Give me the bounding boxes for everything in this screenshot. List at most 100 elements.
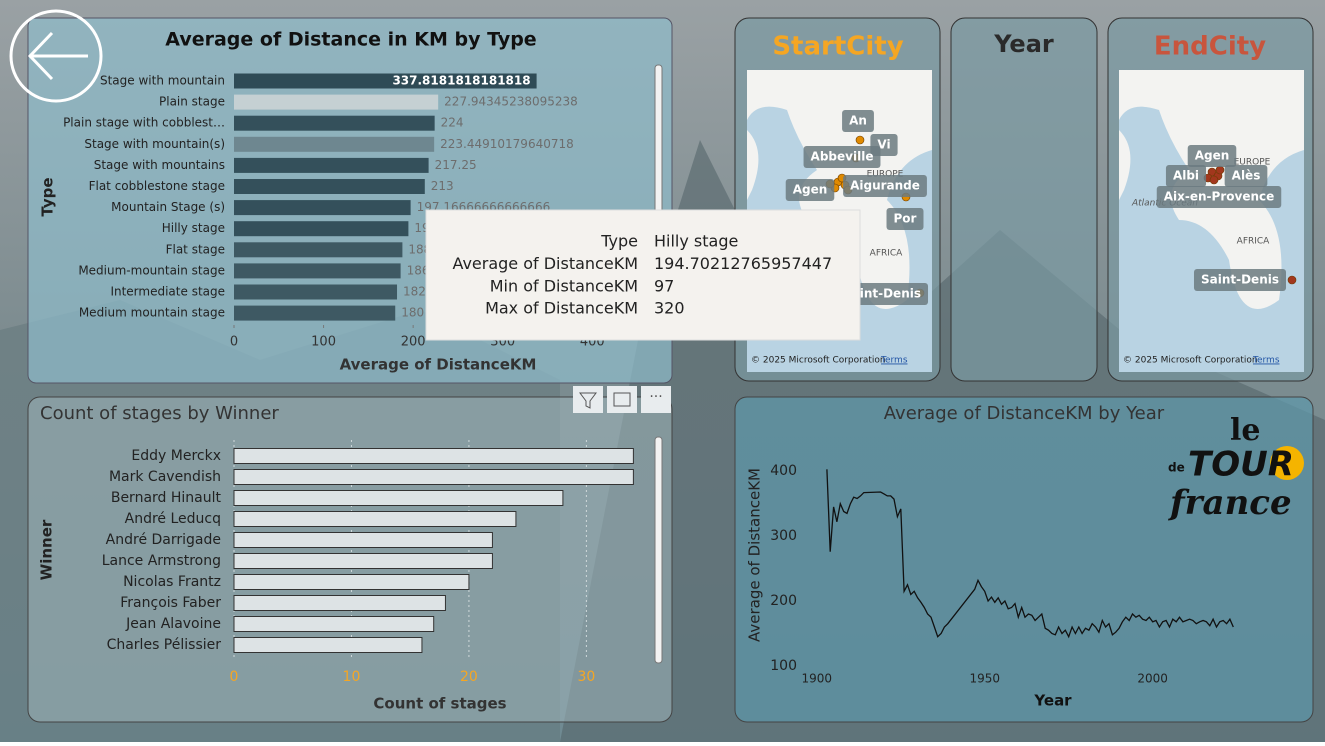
filter-icon[interactable] — [573, 386, 603, 413]
map-region: EUROPE — [867, 170, 904, 180]
map-label-bg — [1187, 145, 1237, 167]
data-label: 227.94345238095238 — [444, 95, 578, 109]
tooltip-label: Max of DistanceKM — [485, 299, 638, 318]
map-label-bg — [842, 110, 874, 132]
bar — [234, 200, 411, 216]
more-icon[interactable] — [641, 386, 671, 413]
x-tick-label: 20 — [460, 669, 478, 685]
svg-text:···: ··· — [649, 389, 662, 405]
category-label: Charles Pélissier — [107, 637, 222, 653]
map-label: Abbeville — [811, 150, 874, 164]
map-label-bg — [843, 175, 927, 197]
chart-title: Average of DistanceKM by Year — [884, 403, 1165, 424]
slicer-title: Year — [993, 30, 1054, 58]
map-label-bg — [886, 208, 924, 230]
line — [826, 469, 1234, 639]
tooltip-value: 320 — [654, 299, 685, 318]
bar — [233, 448, 634, 464]
map-point — [1209, 175, 1219, 185]
map-region: AFRICA — [1237, 237, 1271, 247]
back-button[interactable] — [9, 9, 103, 103]
map-title: EndCity — [1154, 32, 1266, 62]
bar — [234, 242, 403, 258]
data-label: 223.44910179640718 — [440, 137, 574, 151]
map-label: Vi — [877, 138, 890, 152]
bar — [234, 284, 398, 300]
category-label: Lance Armstrong — [102, 553, 221, 569]
x-tick-label: 0 — [230, 335, 238, 350]
tooltip-label: Average of DistanceKM — [452, 254, 638, 273]
bar — [233, 490, 564, 506]
bar — [233, 616, 435, 632]
map-title: StartCity — [772, 32, 903, 62]
map-label: Agen — [1195, 149, 1230, 163]
category-label: Plain stage — [159, 95, 225, 109]
tooltip-box — [425, 209, 861, 341]
map-land — [1119, 130, 1131, 200]
x-tick-label: 30 — [577, 669, 595, 685]
bar — [234, 179, 425, 194]
y-tick-label: 400 — [770, 463, 797, 479]
map-terms[interactable]: Terms — [1252, 356, 1280, 366]
scrollbar[interactable] — [654, 436, 663, 664]
map-copyright: © 2025 Microsoft Corporation — [751, 356, 886, 366]
map-label-bg — [1156, 186, 1282, 208]
bar — [234, 136, 435, 152]
x-tick-label: 0 — [230, 669, 239, 685]
data-label: 180 — [401, 306, 424, 320]
visual-header: ··· — [573, 386, 671, 413]
x-axis-title: Count of stages — [373, 695, 506, 713]
tooltip-value: Hilly stage — [654, 232, 738, 251]
map-label: Por — [894, 212, 917, 226]
category-label: Stage with mountain — [100, 74, 225, 88]
category-label: Jean Alavoine — [125, 616, 221, 632]
map-label-bg — [803, 146, 881, 168]
map-label: Saint-Denis — [843, 287, 921, 301]
bar — [234, 263, 401, 279]
panel — [950, 17, 1098, 382]
focus-icon[interactable] — [607, 386, 637, 413]
category-label: François Faber — [120, 595, 221, 611]
logo-text: france — [1168, 483, 1292, 523]
map-terms[interactable]: Terms — [880, 356, 908, 366]
content: Average of Distance in KM by Type Average… — [38, 29, 1304, 713]
category-label: Nicolas Frantz — [123, 574, 221, 590]
map-point — [1287, 275, 1297, 285]
map-label: Aigurande — [850, 179, 920, 193]
map-label-bg — [1193, 269, 1287, 291]
logo-text: le — [1230, 413, 1260, 448]
x-tick-label: 10 — [343, 669, 361, 685]
category-label: Flat cobblestone stage — [89, 179, 225, 193]
logo-sun — [1270, 446, 1304, 480]
bar — [233, 595, 446, 611]
data-label: 224 — [441, 116, 464, 130]
bar — [234, 305, 396, 321]
bar — [233, 532, 493, 548]
y-tick-label: 100 — [770, 658, 797, 674]
y-axis-title: Winner — [38, 519, 56, 580]
category-label: Stage with mountains — [94, 158, 225, 172]
bar — [234, 73, 537, 89]
data-label: 213 — [431, 179, 454, 193]
data-label: 217.25 — [435, 158, 477, 172]
x-tick-label: 2000 — [1137, 672, 1168, 686]
y-axis-title: Type — [39, 177, 57, 216]
map-label-bg — [1224, 165, 1268, 187]
chart-title: Average of Distance in KM by Type — [165, 29, 536, 51]
category-label: Medium mountain stage — [79, 306, 225, 320]
bar — [233, 637, 423, 653]
category-label: Flat stage — [166, 242, 225, 256]
tooltip-value: 97 — [654, 276, 674, 295]
x-axis-title: Year — [1033, 692, 1072, 710]
map-region: AFRICA — [870, 249, 904, 259]
bar — [233, 469, 634, 485]
logo-text: de — [1168, 461, 1185, 475]
category-label: Stage with mountain(s) — [84, 137, 225, 151]
category-label: André Darrigade — [106, 532, 221, 548]
map-label: Aix-en-Provence — [1164, 190, 1275, 204]
map-region: EUROPE — [1234, 158, 1271, 168]
data-label: 186 — [407, 263, 430, 277]
category-label: Plain stage with cobblest… — [63, 116, 225, 130]
